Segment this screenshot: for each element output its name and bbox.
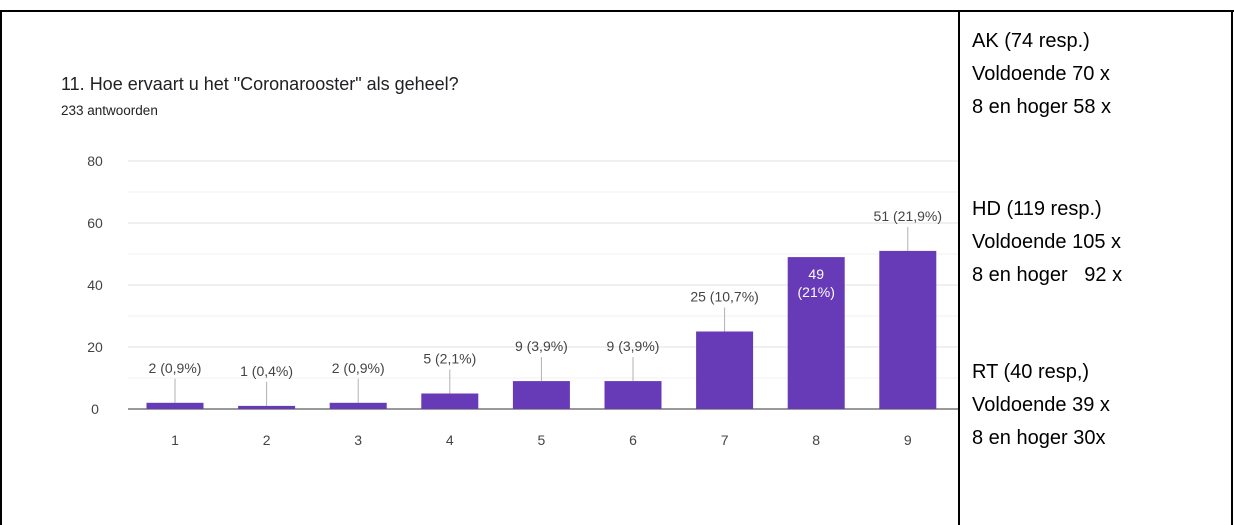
data-label: 9 (3,9%) <box>515 338 568 354</box>
table-column-divider <box>958 10 960 525</box>
chart-title: 11. Hoe ervaart u het "Coronarooster" al… <box>61 74 459 94</box>
data-label: 49 <box>808 266 824 282</box>
notes-line: HD (119 resp.) <box>972 198 1102 220</box>
notes-line: 8 en hoger 92 x <box>972 264 1123 286</box>
x-tick-label: 3 <box>354 432 362 448</box>
data-label: 2 (0,9%) <box>149 360 202 376</box>
bar <box>879 250 937 409</box>
notes-line: RT (40 resp,) <box>972 361 1090 383</box>
table-top-border <box>0 10 1234 12</box>
x-tick-label: 8 <box>812 432 820 448</box>
table-left-border <box>0 10 2 525</box>
bar <box>421 393 479 409</box>
bar <box>696 331 754 409</box>
x-tick-label: 4 <box>446 432 454 448</box>
notes-line: Voldoende 105 x <box>972 231 1122 253</box>
bar-chart: 0 20 40 60 80 1 2 (0,9%) 2 1 (0,4%) 3 2 (0,9%) 4 5 (… <box>87 153 958 448</box>
data-label: 1 (0,4%) <box>240 363 293 379</box>
notes-line: Voldoende 39 x <box>972 394 1110 416</box>
chart-panel: 11. Hoe ervaart u het "Coronarooster" al… <box>25 10 958 522</box>
bar <box>238 405 296 409</box>
bar <box>329 402 387 409</box>
notes-line: Voldoende 70 x <box>972 63 1110 85</box>
x-tick-label: 2 <box>263 432 271 448</box>
data-label: 25 (10,7%) <box>690 289 758 305</box>
x-tick-label: 5 <box>538 432 546 448</box>
y-tick-label: 60 <box>87 215 103 231</box>
y-tick-label: 20 <box>87 339 103 355</box>
x-tick-label: 9 <box>904 432 912 448</box>
x-tick-label: 7 <box>721 432 729 448</box>
bar <box>787 257 845 409</box>
notes-line: 8 en hoger 30x <box>972 427 1106 449</box>
data-label: 9 (3,9%) <box>607 338 660 354</box>
data-label: 51 (21,9%) <box>874 208 942 224</box>
notes-line: 8 en hoger 58 x <box>972 96 1111 118</box>
x-tick-label: 6 <box>629 432 637 448</box>
notes-line: AK (74 resp.) <box>972 30 1090 52</box>
data-label: (21%) <box>798 284 835 300</box>
bar <box>512 381 570 409</box>
bar <box>146 402 204 409</box>
x-tick-label: 1 <box>171 432 179 448</box>
table-right-border <box>1231 10 1233 525</box>
data-label: 2 (0,9%) <box>332 360 385 376</box>
y-tick-label: 40 <box>87 277 103 293</box>
data-label: 5 (2,1%) <box>423 351 476 367</box>
bar <box>604 381 662 409</box>
y-tick-label: 80 <box>87 153 103 169</box>
chart-subtitle: 233 antwoorden <box>61 103 158 118</box>
notes-panel: AK (74 resp.) Voldoende 70 x 8 en hoger 58… <box>972 0 1234 525</box>
y-tick-label: 0 <box>91 401 99 417</box>
